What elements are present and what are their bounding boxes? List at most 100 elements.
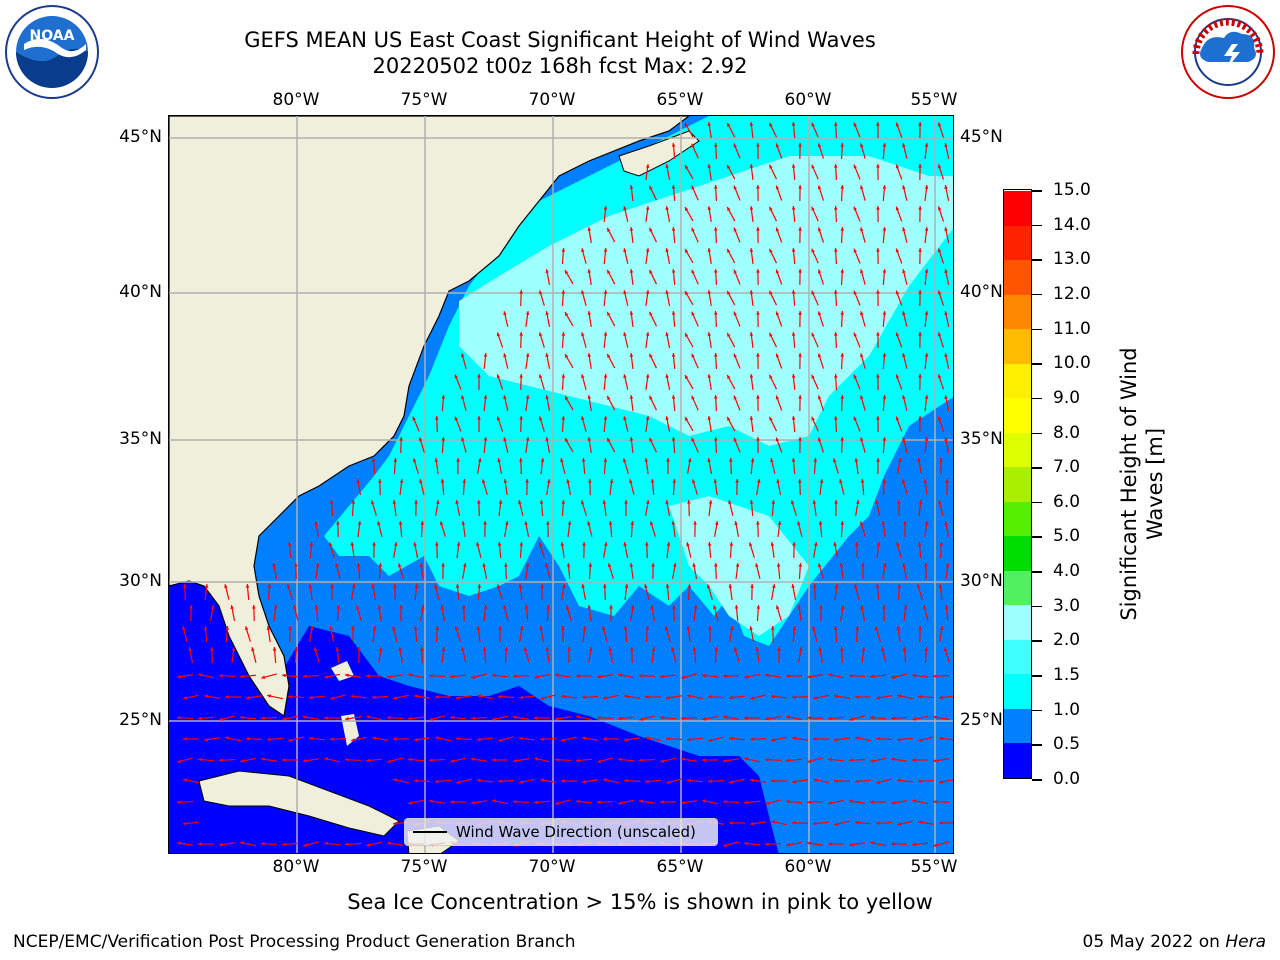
wave-arrow-head xyxy=(477,694,482,698)
wave-arrow-head xyxy=(387,674,391,679)
wave-arrow-head xyxy=(817,437,822,442)
wave-arrow-head xyxy=(314,605,319,609)
wave-arrow-head xyxy=(440,605,444,609)
wave-arrow-head xyxy=(582,542,586,546)
wave-arrow-head xyxy=(335,647,340,651)
wave-arrow-head xyxy=(429,799,433,804)
colorbar-segment xyxy=(1004,432,1031,468)
noaa-logo: NOAA xyxy=(5,5,99,99)
wave-arrow-head xyxy=(660,674,664,679)
wave-arrow-head xyxy=(188,647,192,651)
wave-arrow-head xyxy=(629,437,634,441)
wave-arrow-head xyxy=(377,605,382,609)
map-panel[interactable] xyxy=(168,115,954,854)
wave-arrow-head xyxy=(561,626,565,630)
wave-arrow-head xyxy=(819,605,823,609)
wave-arrow-head xyxy=(727,164,731,169)
wave-arrow-head xyxy=(203,626,208,630)
wave-arrow-head xyxy=(603,737,607,741)
colorbar-tick-label: 0.5 xyxy=(1053,734,1081,755)
wave-arrow-head xyxy=(840,395,845,399)
wave-arrow-head xyxy=(581,416,585,421)
colorbar-segment xyxy=(1004,639,1031,675)
wave-arrow-head xyxy=(240,841,245,845)
wave-arrow-head xyxy=(282,758,286,762)
wave-arrow-head xyxy=(855,500,860,504)
wave-arrow-head xyxy=(876,821,880,826)
wave-arrow-head xyxy=(324,757,329,761)
wave-arrow-head xyxy=(756,605,761,609)
wave-arrow-head xyxy=(859,521,864,526)
wave-arrow-head xyxy=(834,584,839,588)
wave-arrow-head xyxy=(649,185,653,190)
wave-arrow-head xyxy=(308,584,313,588)
wave-arrow-head xyxy=(581,458,586,462)
wave-arrow-head xyxy=(749,206,754,210)
wave-arrow-head xyxy=(408,716,412,721)
wave-arrow-head xyxy=(765,757,769,762)
wave-arrow-head xyxy=(749,626,753,630)
wave-arrow-head xyxy=(303,758,307,763)
wave-arrow-head xyxy=(561,248,566,252)
wave-arrow-head xyxy=(671,311,676,315)
wave-arrow-head xyxy=(944,311,948,316)
wave-arrow-head xyxy=(565,270,569,275)
wave-arrow-head xyxy=(769,248,773,253)
wave-arrow-head xyxy=(707,332,712,336)
wave-arrow-head xyxy=(765,801,770,805)
wave-arrow-head xyxy=(833,290,838,294)
wave-arrow-head xyxy=(303,843,308,847)
wave-arrow-head xyxy=(597,674,601,679)
wave-arrow-head xyxy=(351,500,356,504)
wave-arrow-head xyxy=(561,332,566,336)
wave-arrow-head xyxy=(513,715,517,720)
wave-arrow-head xyxy=(860,269,864,274)
wave-arrow-head xyxy=(849,717,854,721)
wave-arrow-head xyxy=(525,437,530,441)
wave-arrow-head xyxy=(608,647,612,651)
wave-arrow-head xyxy=(649,227,653,232)
wave-arrow-head xyxy=(518,500,522,505)
wave-arrow-head xyxy=(749,122,754,126)
wave-arrow-head xyxy=(420,521,425,525)
wave-arrow-head xyxy=(813,584,817,588)
wave-arrow-head xyxy=(918,779,922,784)
wave-arrow-head xyxy=(817,269,822,274)
wave-arrow-head xyxy=(755,563,759,568)
wave-arrow-head xyxy=(775,395,780,400)
wave-arrow-head xyxy=(624,584,629,588)
wave-arrow-head xyxy=(462,605,466,609)
colorbar-tick xyxy=(1032,363,1042,365)
wave-arrow-head xyxy=(685,291,689,296)
colorbar-segment xyxy=(1004,570,1031,606)
wave-arrow-head xyxy=(775,227,780,232)
wave-arrow-head xyxy=(645,206,650,210)
lat-label-right: 35°N xyxy=(960,429,1003,449)
wave-arrow-head xyxy=(786,715,791,719)
wave-arrow-head xyxy=(538,332,543,337)
wave-arrow-head xyxy=(733,311,738,316)
wave-arrow-head xyxy=(345,716,349,721)
wave-arrow-head xyxy=(912,842,916,847)
wave-arrow-head xyxy=(798,479,802,483)
wave-arrow-head xyxy=(261,841,265,846)
colorbar-segment xyxy=(1004,535,1031,571)
wave-region-deep-blue xyxy=(169,576,779,853)
wave-arrow-head xyxy=(855,779,859,784)
wave-arrow-head xyxy=(797,521,801,526)
wave-arrow-head xyxy=(371,584,375,588)
wave-arrow-head xyxy=(420,605,425,609)
wave-arrow-head xyxy=(744,716,748,720)
wave-arrow-head xyxy=(665,584,670,588)
wave-arrow-head xyxy=(896,542,900,547)
lon-label-bottom: 65°W xyxy=(656,857,704,877)
wave-arrow-head xyxy=(261,757,265,762)
wave-arrow-head xyxy=(356,479,360,483)
wave-arrow-head xyxy=(483,521,487,525)
wave-arrow-head xyxy=(918,290,922,294)
wave-arrow-head xyxy=(791,374,796,378)
wave-arrow-head xyxy=(902,353,906,358)
wave-arrow-head xyxy=(860,395,864,400)
wave-arrow-head xyxy=(786,674,790,678)
colorbar-tick xyxy=(1032,779,1042,781)
